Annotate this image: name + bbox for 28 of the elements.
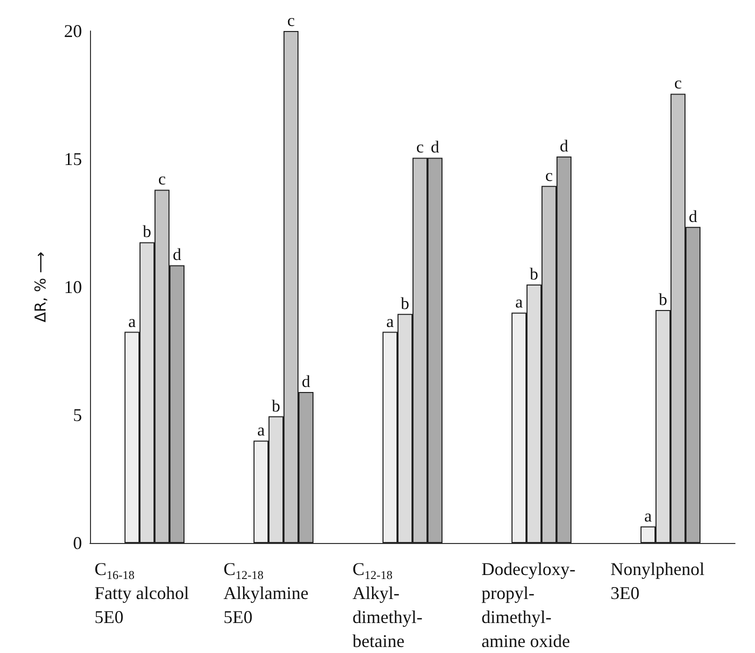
text: d	[430, 138, 440, 157]
y-axis-title: ΔR, % ⟶	[32, 252, 50, 322]
text: c	[674, 74, 682, 93]
y-tick-label: 20	[64, 21, 82, 41]
text: b	[530, 264, 538, 284]
series-label: d	[172, 245, 182, 264]
text: c	[287, 11, 295, 30]
text: a	[386, 312, 394, 331]
series-label: b	[142, 222, 152, 242]
text: a	[257, 420, 265, 440]
text: b	[272, 396, 280, 416]
x-tick-label: Nonylphenol 3E0	[610, 559, 704, 603]
text: a	[644, 506, 652, 526]
text: c	[545, 166, 553, 185]
text: b	[400, 294, 410, 313]
series-label: a	[128, 312, 136, 331]
text: d	[688, 206, 698, 226]
y-tick-label: 0	[73, 533, 82, 553]
series-label: c	[158, 170, 166, 189]
text: d	[302, 372, 310, 391]
y-tick-label: 5	[73, 405, 82, 425]
text: b	[658, 290, 668, 310]
text: d	[560, 136, 568, 156]
y-tick-label: 10	[64, 277, 82, 297]
x-tick-label: Dodecyloxy- propyl- dimethyl- amine oxide	[482, 559, 576, 651]
y-tick-label: 15	[64, 149, 82, 169]
text: c	[416, 138, 424, 157]
text: a	[515, 292, 523, 312]
